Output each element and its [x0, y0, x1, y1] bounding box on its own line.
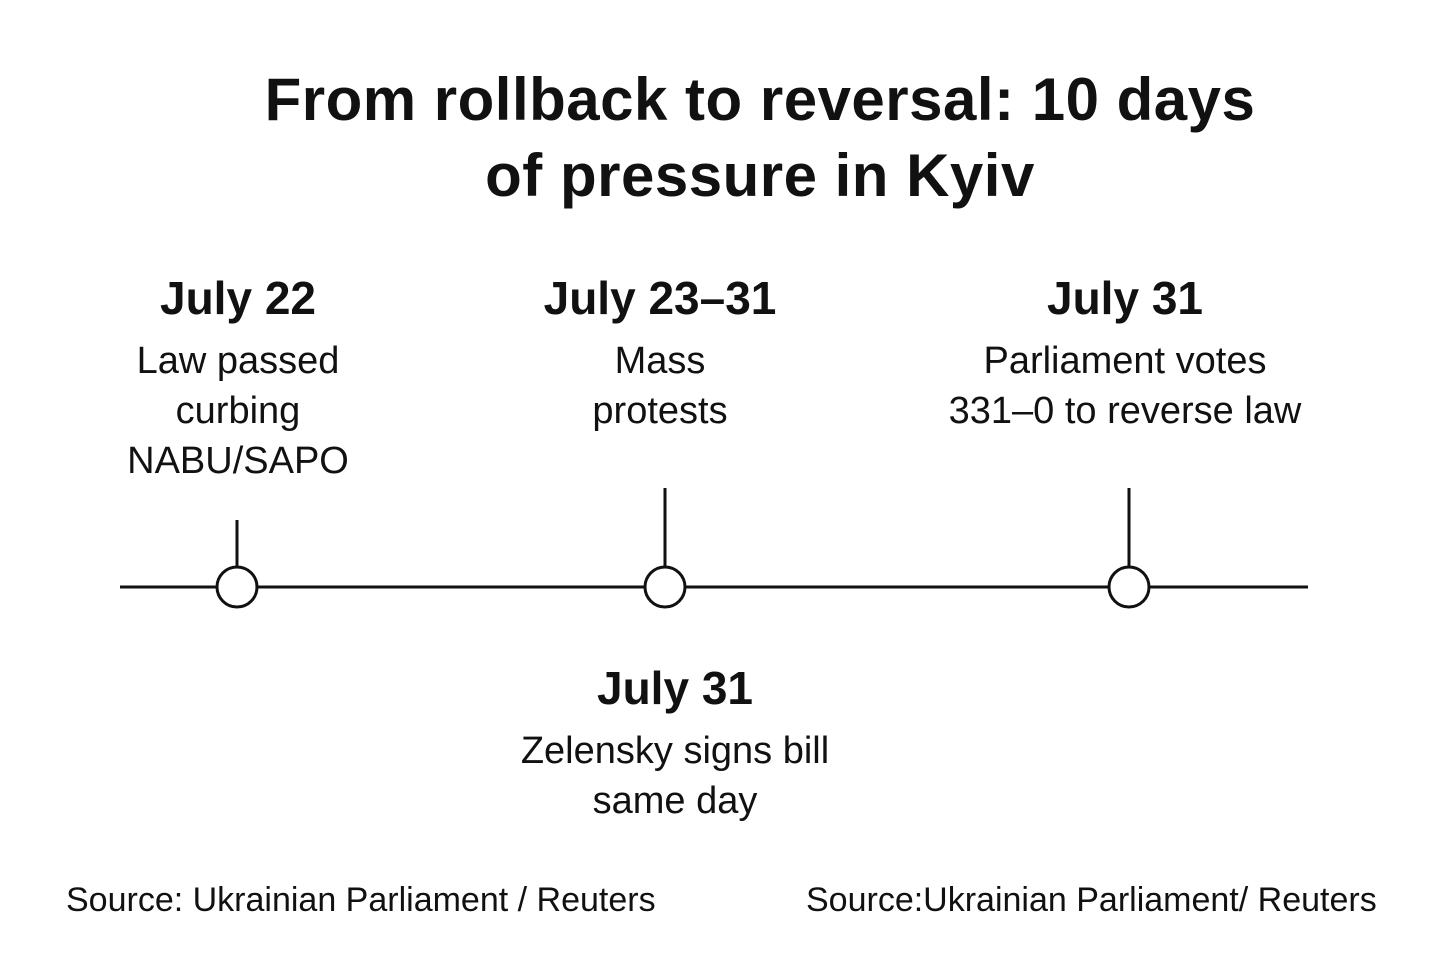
- event-description-line: Law passed: [136, 340, 340, 382]
- event-description-line: protests: [592, 390, 728, 432]
- event-description-line: 331–0 to reverse law: [948, 390, 1302, 432]
- event-july-31-parliament: July 31 Parliament votes 331–0 to revers…: [910, 270, 1340, 436]
- event-description: Law passed curbing NABU/SAPO: [98, 336, 378, 486]
- title-line-2: of pressure in Kyiv: [485, 142, 1035, 209]
- event-date: July 31: [597, 662, 753, 714]
- event-description-line: Parliament votes: [983, 340, 1267, 382]
- event-description-line: curbing: [175, 390, 301, 432]
- marker-july-22: [215, 565, 259, 609]
- event-description-line: Zelensky signs bill: [520, 730, 830, 772]
- source-note-left: Source: Ukrainian Parliament / Reuters: [66, 881, 656, 919]
- event-description-line: Mass: [614, 340, 706, 382]
- source-note-right: Source:Ukrainian Parliament/ Reuters: [806, 881, 1377, 919]
- event-date: July 23–31: [543, 272, 777, 324]
- event-july-22: July 22 Law passed curbing NABU/SAPO: [98, 270, 378, 486]
- event-date: July 31: [1047, 272, 1203, 324]
- event-description-line: same day: [592, 780, 758, 822]
- event-description: Parliament votes 331–0 to reverse law: [910, 336, 1340, 436]
- event-description: Mass protests: [500, 336, 820, 436]
- marker-july-31: [1107, 565, 1151, 609]
- event-date: July 22: [160, 272, 316, 324]
- chart-title: From rollback to reversal: 10 days of pr…: [200, 62, 1320, 214]
- event-july-31-zelensky: July 31 Zelensky signs bill same day: [470, 660, 880, 826]
- event-july-23-31: July 23–31 Mass protests: [500, 270, 820, 436]
- event-description-line: NABU/SAPO: [127, 440, 349, 482]
- title-line-1: From rollback to reversal: 10 days: [264, 66, 1256, 133]
- marker-july-23-31: [643, 565, 687, 609]
- event-description: Zelensky signs bill same day: [470, 726, 880, 826]
